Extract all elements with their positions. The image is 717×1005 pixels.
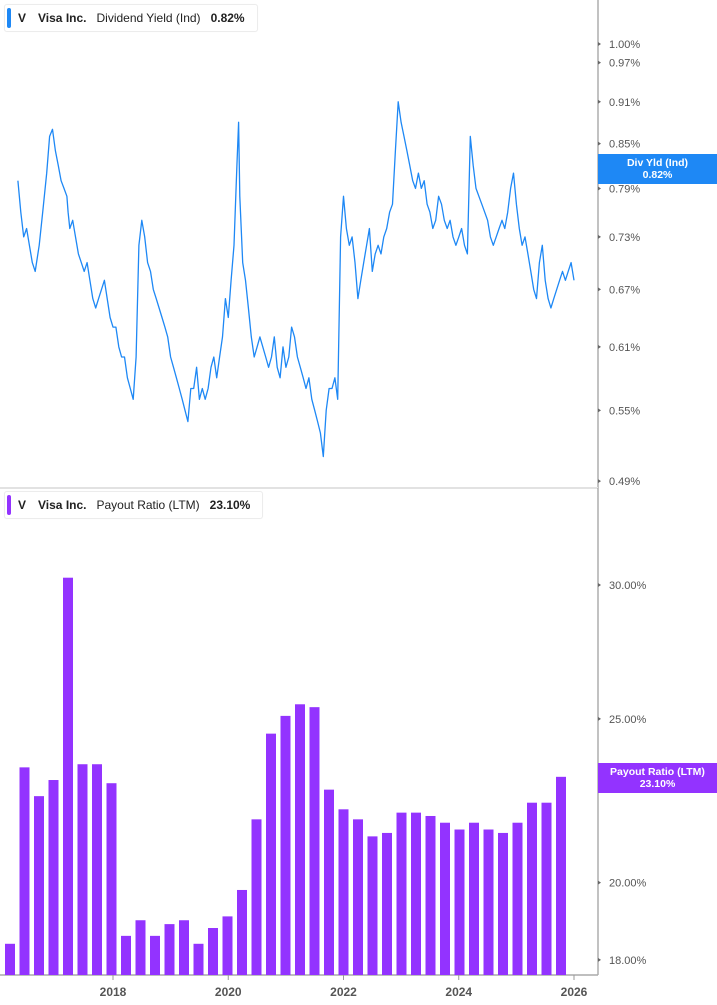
payout-ratio-bar[interactable] — [266, 733, 276, 975]
payout-ratio-bar[interactable] — [512, 822, 523, 975]
payout-ratio-bar[interactable] — [498, 832, 508, 975]
payout-ratio-bar[interactable] — [338, 809, 349, 975]
tick-mark — [598, 583, 601, 587]
payout-ratio-bar[interactable] — [425, 815, 436, 975]
payout-ratio-bar[interactable] — [411, 812, 421, 975]
payout-ratio-bar[interactable] — [527, 802, 537, 975]
payout-ratio-bar[interactable] — [193, 943, 204, 975]
flag-value: 23.10% — [639, 778, 676, 790]
payout-ratio-bar[interactable] — [440, 822, 450, 975]
payout-ratio-bar[interactable] — [121, 935, 131, 975]
y-tick-label: 0.73% — [609, 232, 640, 244]
payout-ratio-bar[interactable] — [556, 776, 566, 975]
payout-ratio-bar[interactable] — [92, 764, 102, 975]
payout-ratio-bar[interactable] — [5, 943, 15, 975]
tick-mark — [598, 344, 601, 349]
dividend-yield-price-flag: Div Yld (Ind) 0.82% — [598, 154, 717, 184]
legend-value: 0.82% — [210, 11, 245, 25]
y-tick-label: 30.00% — [609, 580, 647, 592]
payout-ratio-bar[interactable] — [222, 916, 233, 975]
y-tick-label: 0.55% — [609, 405, 640, 417]
tick-mark — [598, 880, 601, 885]
panel-divider[interactable] — [0, 487, 598, 489]
payout-ratio-price-flag: Payout Ratio (LTM) 23.10% — [598, 763, 717, 793]
payout-ratio-bar[interactable] — [19, 767, 30, 975]
dividend-yield-line[interactable] — [17, 101, 575, 458]
x-tick-label: 2020 — [215, 985, 242, 999]
payout-ratio-bar[interactable] — [483, 829, 494, 975]
payout-ratio-bar[interactable] — [324, 789, 334, 975]
series-color-swatch — [7, 495, 11, 515]
dividend-yield-panel: 1.00% 0.97% 0.91% 0.85% 0.79% 0.73% 0.67% 0.61%… — [0, 0, 717, 488]
payout-ratio-bar[interactable] — [382, 832, 392, 975]
payout-ratio-bar[interactable] — [63, 577, 73, 975]
legend-value: 23.10% — [209, 498, 251, 512]
series-color-swatch — [7, 8, 11, 28]
legend-ticker: V — [18, 498, 27, 512]
x-tick-label: 2022 — [330, 985, 357, 999]
payout-ratio-bar[interactable] — [280, 715, 291, 975]
tick-mark — [598, 408, 601, 413]
payout-ratio-bar[interactable] — [164, 924, 175, 975]
payout-ratio-bar[interactable] — [48, 780, 59, 975]
payout-ratio-bar[interactable] — [77, 764, 88, 975]
payout-ratio-legend[interactable]: V Visa Inc. Payout Ratio (LTM) 23.10% — [4, 491, 264, 519]
dividend-yield-chart[interactable]: 1.00% 0.97% 0.91% 0.85% 0.79% 0.73% 0.67% 0.61%… — [0, 0, 717, 488]
y-tick-label: 25.00% — [609, 714, 647, 726]
y-tick-label: 20.00% — [609, 878, 647, 890]
y-tick-label: 0.85% — [609, 139, 640, 151]
legend-metric: Payout Ratio (LTM) — [96, 498, 200, 512]
tick-mark — [598, 957, 601, 962]
payout-ratio-bar[interactable] — [353, 819, 363, 975]
payout-ratio-bar[interactable] — [135, 920, 146, 975]
tick-mark — [598, 234, 601, 239]
x-tick-label: 2018 — [100, 985, 127, 999]
flag-value: 0.82% — [642, 169, 673, 181]
tick-mark — [598, 60, 601, 65]
payout-ratio-bar[interactable] — [295, 704, 305, 975]
legend-ticker: V — [18, 11, 27, 25]
y-tick-label: 0.91% — [609, 97, 640, 109]
tick-mark — [598, 42, 601, 46]
x-tick-label: 2026 — [561, 985, 588, 999]
y-tick-label: 0.67% — [609, 284, 640, 296]
tick-mark — [598, 186, 601, 191]
payout-ratio-bar[interactable] — [469, 822, 479, 975]
legend-metric: Dividend Yield (Ind) — [96, 11, 201, 25]
tick-mark — [598, 716, 601, 721]
dividend-yield-legend[interactable]: V Visa Inc. Dividend Yield (Ind) 0.82% — [4, 4, 258, 32]
tick-mark — [598, 141, 601, 146]
payout-ratio-bar[interactable] — [179, 920, 189, 975]
tick-mark — [598, 99, 601, 104]
x-tick-label: 2024 — [445, 985, 472, 999]
flag-label: Div Yld (Ind) — [626, 157, 689, 169]
payout-ratio-bar[interactable] — [396, 812, 407, 975]
payout-ratio-bar[interactable] — [150, 935, 160, 975]
tick-mark — [598, 287, 601, 292]
payout-ratio-bar[interactable] — [106, 783, 117, 975]
y-tick-label: 0.79% — [609, 183, 640, 195]
y-tick-label: 0.97% — [609, 58, 640, 70]
payout-ratio-bar[interactable] — [208, 928, 218, 975]
legend-company: Visa Inc. — [38, 11, 87, 25]
y-tick-label: 0.49% — [609, 476, 640, 488]
y-tick-label: 1.00% — [609, 39, 640, 51]
legend-company: Visa Inc. — [38, 498, 87, 512]
tick-mark — [598, 479, 601, 484]
payout-ratio-bar[interactable] — [34, 796, 44, 975]
payout-ratio-bar[interactable] — [541, 802, 552, 975]
payout-ratio-bar[interactable] — [309, 707, 320, 975]
payout-ratio-chart[interactable]: 30.00% 25.00% 20.00% 18.00% 2018 2020 2022 2024… — [0, 488, 717, 1005]
y-tick-label: 18.00% — [609, 955, 647, 967]
payout-ratio-bar[interactable] — [251, 819, 262, 975]
payout-ratio-bar[interactable] — [367, 836, 378, 975]
payout-ratio-bar[interactable] — [454, 829, 465, 975]
payout-ratio-bar[interactable] — [237, 889, 247, 975]
payout-ratio-panel: 30.00% 25.00% 20.00% 18.00% 2018 2020 2022 2024… — [0, 488, 717, 1005]
flag-label: Payout Ratio (LTM) — [610, 766, 705, 778]
y-tick-label: 0.61% — [609, 342, 640, 354]
